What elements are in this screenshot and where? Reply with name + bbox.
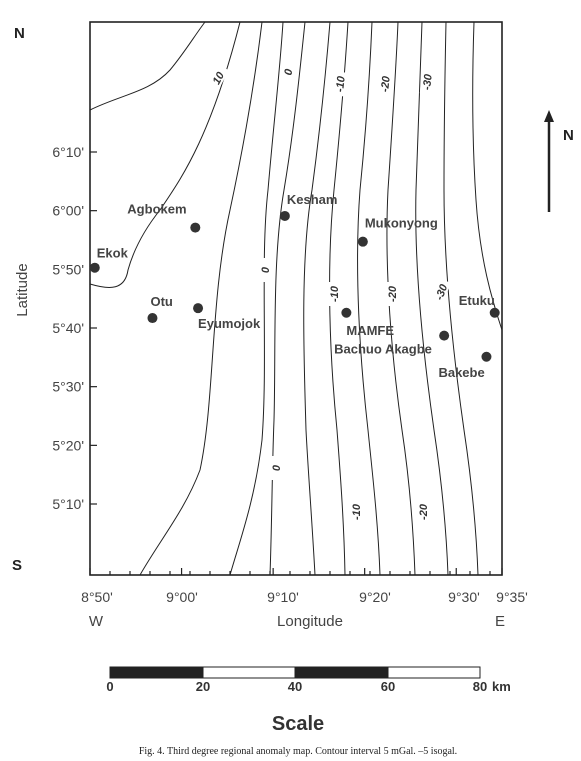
north-arrow-icon [544,110,554,212]
east-label: E [495,613,505,630]
town-marker [89,262,100,273]
south-corner-label: S [12,557,22,574]
contour-label-bg [270,456,282,480]
scale-unit: km [492,679,511,694]
town-marker [341,307,352,318]
contour-lines [89,21,503,576]
north-arrow-label: N [563,127,574,144]
contour-line-m5 [303,21,331,576]
contour-label-bg [377,71,393,97]
contour-label-bg [417,500,429,524]
lon-tick-label: 9°35' [496,589,528,605]
lon-tick-label: 9°10' [267,589,299,605]
scale-tick-label: 20 [196,679,210,694]
town-label: Agbokem [127,202,186,217]
town-marker [279,210,290,221]
contour-label: 0 [271,464,283,471]
contour-line-0b [269,21,306,576]
contour-label: -10 [334,75,348,93]
contour-label: -10 [351,503,363,520]
contour-label: 0 [260,266,272,273]
contour-label: -30 [434,282,451,302]
town-label: Kesham [287,192,338,207]
longitude-ticks: 8°50' 9°00' 9°10' 9°20' 9°30' 9°35' [81,568,528,605]
contour-line-m15 [357,21,381,576]
contour-label-bg [431,278,451,306]
lon-tick-label: 8°50' [81,589,113,605]
town-label: Mukonyong [365,216,438,231]
town-label: Eyumojok [198,316,261,331]
town-label: Bakebe [438,365,484,380]
contour-line-m35 [472,21,503,331]
contour-label-bg [328,282,340,306]
scale-title: Scale [272,713,324,735]
contour-line-m25 [415,21,449,576]
town-marker [193,303,204,314]
lat-tick-label: 6°00' [52,203,84,219]
map-frame [89,21,503,576]
contour-label: -30 [421,73,435,91]
town-marker [357,236,368,247]
contour-line-10-west [89,21,241,288]
town-marker [481,351,492,362]
town-label: Otu [150,294,172,309]
scale-tick-label: 40 [288,679,302,694]
figure-caption: Fig. 4. Third degree regional anomaly ma… [139,746,457,757]
scale-tick-labels: 0 20 40 60 80 [106,679,487,694]
towns: Ekok Agbokem Otu Eyumojok Kesham Mukonyong MAM… [89,192,500,380]
contour-label: -20 [387,285,399,302]
lat-tick-label: 5°10' [52,496,84,512]
contour-label-bg [280,59,296,85]
contour-line-10-north [89,21,206,111]
lat-tick-label: 5°20' [52,437,84,453]
contour-label-bg [419,69,435,95]
scale-bar [109,666,481,679]
town-label: Ekok [97,246,129,261]
latitude-ticks: 6°10' 6°00' 5°50' 5°40' 5°30' 5°20' 5°10' [52,144,97,512]
scale-tick-label: 80 [473,679,487,694]
town-marker [190,222,201,233]
town-marker [489,307,500,318]
contour-line-m10 [329,21,349,576]
contour-label: -20 [379,75,393,93]
town-marker [147,313,158,324]
contour-label-bg [350,500,362,524]
contour-line-0 [229,21,284,576]
lat-tick-label: 5°30' [52,379,84,395]
contour-labels: 10 0-10 -20 -300-10 -20 -300-10 -20 [207,59,451,524]
scale-tick-label: 0 [106,679,113,694]
town-marker [439,330,450,341]
town-label: Bachuo Akagbe [334,342,432,357]
contour-label-bg [259,258,271,282]
contour-line-m30 [443,21,479,576]
contour-label-bg [207,64,229,92]
contour-line-m20 [386,21,416,576]
lon-tick-label: 9°20' [359,589,391,605]
lon-tick-label: 9°30' [448,589,480,605]
x-axis-title: Longitude [277,613,343,630]
contour-line-5 [139,21,263,576]
contour-label: -10 [329,285,341,302]
contour-label: -20 [418,503,430,520]
lat-tick-label: 5°40' [52,320,84,336]
contour-label: 0 [283,67,296,76]
contour-label-bg [332,71,348,97]
town-label: MAMFE [346,323,394,338]
lat-tick-label: 5°50' [52,261,84,277]
scale-tick-label: 60 [381,679,395,694]
west-label: W [89,613,104,630]
y-axis-title: Latitude [14,263,31,316]
north-corner-label: N [14,25,25,42]
town-label: Etuku [459,293,495,308]
contour-label-bg [386,282,398,306]
lon-tick-label: 9°00' [166,589,198,605]
lat-tick-label: 6°10' [52,144,84,160]
